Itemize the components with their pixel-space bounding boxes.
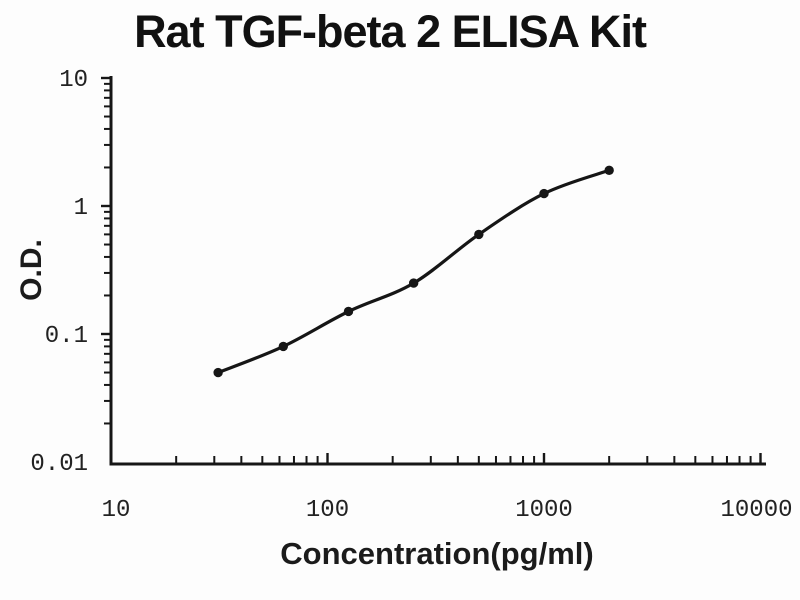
data-point-marker: [474, 229, 484, 240]
chart-title: Rat TGF-beta 2 ELISA Kit: [134, 6, 647, 57]
x-tick-label: 10000: [720, 497, 792, 524]
data-point-marker: [408, 278, 419, 288]
standard-curve-line: [216, 168, 611, 375]
x-axis-title: Concentration(pg/ml): [280, 536, 594, 571]
data-point-marker: [213, 367, 223, 378]
y-tick-label: 10: [59, 67, 88, 94]
data-point-marker: [343, 306, 354, 317]
x-tick-label: 100: [306, 497, 349, 524]
data-point-marker: [278, 341, 289, 352]
data-point-marker: [539, 188, 549, 199]
x-tick-label: 10: [102, 497, 131, 524]
y-axis-title: O.D.: [15, 239, 48, 301]
y-tick-label: 1: [74, 195, 88, 222]
y-tick-label: 0.1: [45, 323, 88, 350]
data-point-marker: [604, 165, 614, 176]
x-tick-label: 1000: [515, 497, 573, 524]
y-tick-label: 0.01: [30, 451, 88, 478]
